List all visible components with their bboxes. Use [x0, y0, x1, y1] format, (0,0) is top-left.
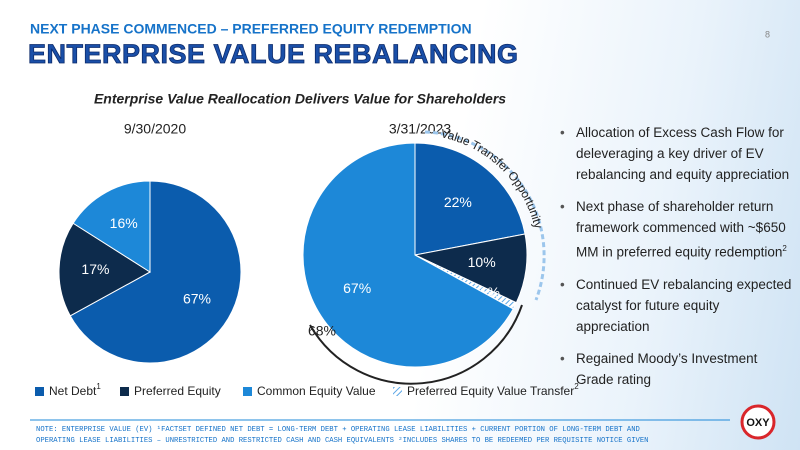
legend-label: Preferred Equity Value Transfer2: [407, 382, 579, 398]
pie-slice: [302, 142, 514, 368]
bracket: [309, 304, 523, 385]
pie-slice: [69, 180, 242, 364]
bullet-text: Next phase of shareholder return framewo…: [576, 199, 786, 260]
bullet-list: Allocation of Excess Cash Flow for delev…: [560, 122, 796, 401]
legend-sup: 1: [96, 382, 101, 391]
subtitle: Enterprise Value Reallocation Delivers V…: [94, 91, 506, 107]
footnote: NOTE: ENTERPRISE VALUE (EV) ¹FACTSET DEF…: [36, 425, 640, 434]
legend-label: Common Equity Value: [257, 384, 376, 398]
bullet-text: Continued EV rebalancing expected cataly…: [576, 276, 792, 334]
value-label: 22%: [444, 194, 472, 210]
legend-swatch: [35, 387, 44, 396]
legend-swatch: [120, 387, 129, 396]
legend-label: Net Debt1: [49, 382, 101, 398]
logo-ring: [740, 404, 776, 440]
bullet: Next phase of shareholder return framewo…: [560, 196, 796, 263]
value-label: 16%: [110, 215, 138, 231]
value-label: 67%: [183, 290, 211, 306]
logo: OXY: [746, 417, 770, 429]
bullet: Allocation of Excess Cash Flow for delev…: [560, 122, 796, 185]
bullet-text: Regained Moody’s Investment Grade rating: [576, 350, 758, 387]
pie-slice: [414, 142, 526, 256]
pie-slice: [58, 222, 151, 317]
value-label: 17%: [81, 261, 109, 277]
kicker: NEXT PHASE COMMENCED – PREFERRED EQUITY …: [30, 21, 472, 37]
legend-swatch: [243, 387, 252, 396]
bracket-dashed: [424, 130, 546, 301]
bullet: Continued EV rebalancing expected cataly…: [560, 274, 796, 337]
page-number: 8: [765, 29, 770, 39]
value-label: 10%: [468, 254, 496, 270]
legend-name: Net Debt: [49, 384, 97, 398]
legend-swatch: [393, 387, 402, 396]
footnote: OPERATING LEASE LIABILITIES – UNRESTRICT…: [36, 436, 648, 445]
bullet-sup: 2: [782, 244, 787, 253]
legend-name: Preferred Equity Value Transfer: [407, 384, 574, 398]
title: ENTERPRISE VALUE REBALANCING: [28, 39, 519, 69]
bullet-text: Allocation of Excess Cash Flow for delev…: [576, 125, 790, 182]
legend-name: Common Equity Value: [257, 384, 376, 398]
value-label: 67%: [343, 280, 371, 296]
bullet: Regained Moody’s Investment Grade rating: [560, 348, 796, 390]
legend-label: Preferred Equity: [134, 384, 221, 398]
legend-name: Preferred Equity: [134, 384, 221, 398]
pie-slice: [72, 180, 151, 273]
pie-title: 9/30/2020: [124, 121, 186, 137]
bracket-value-label: 68%: [308, 323, 336, 339]
